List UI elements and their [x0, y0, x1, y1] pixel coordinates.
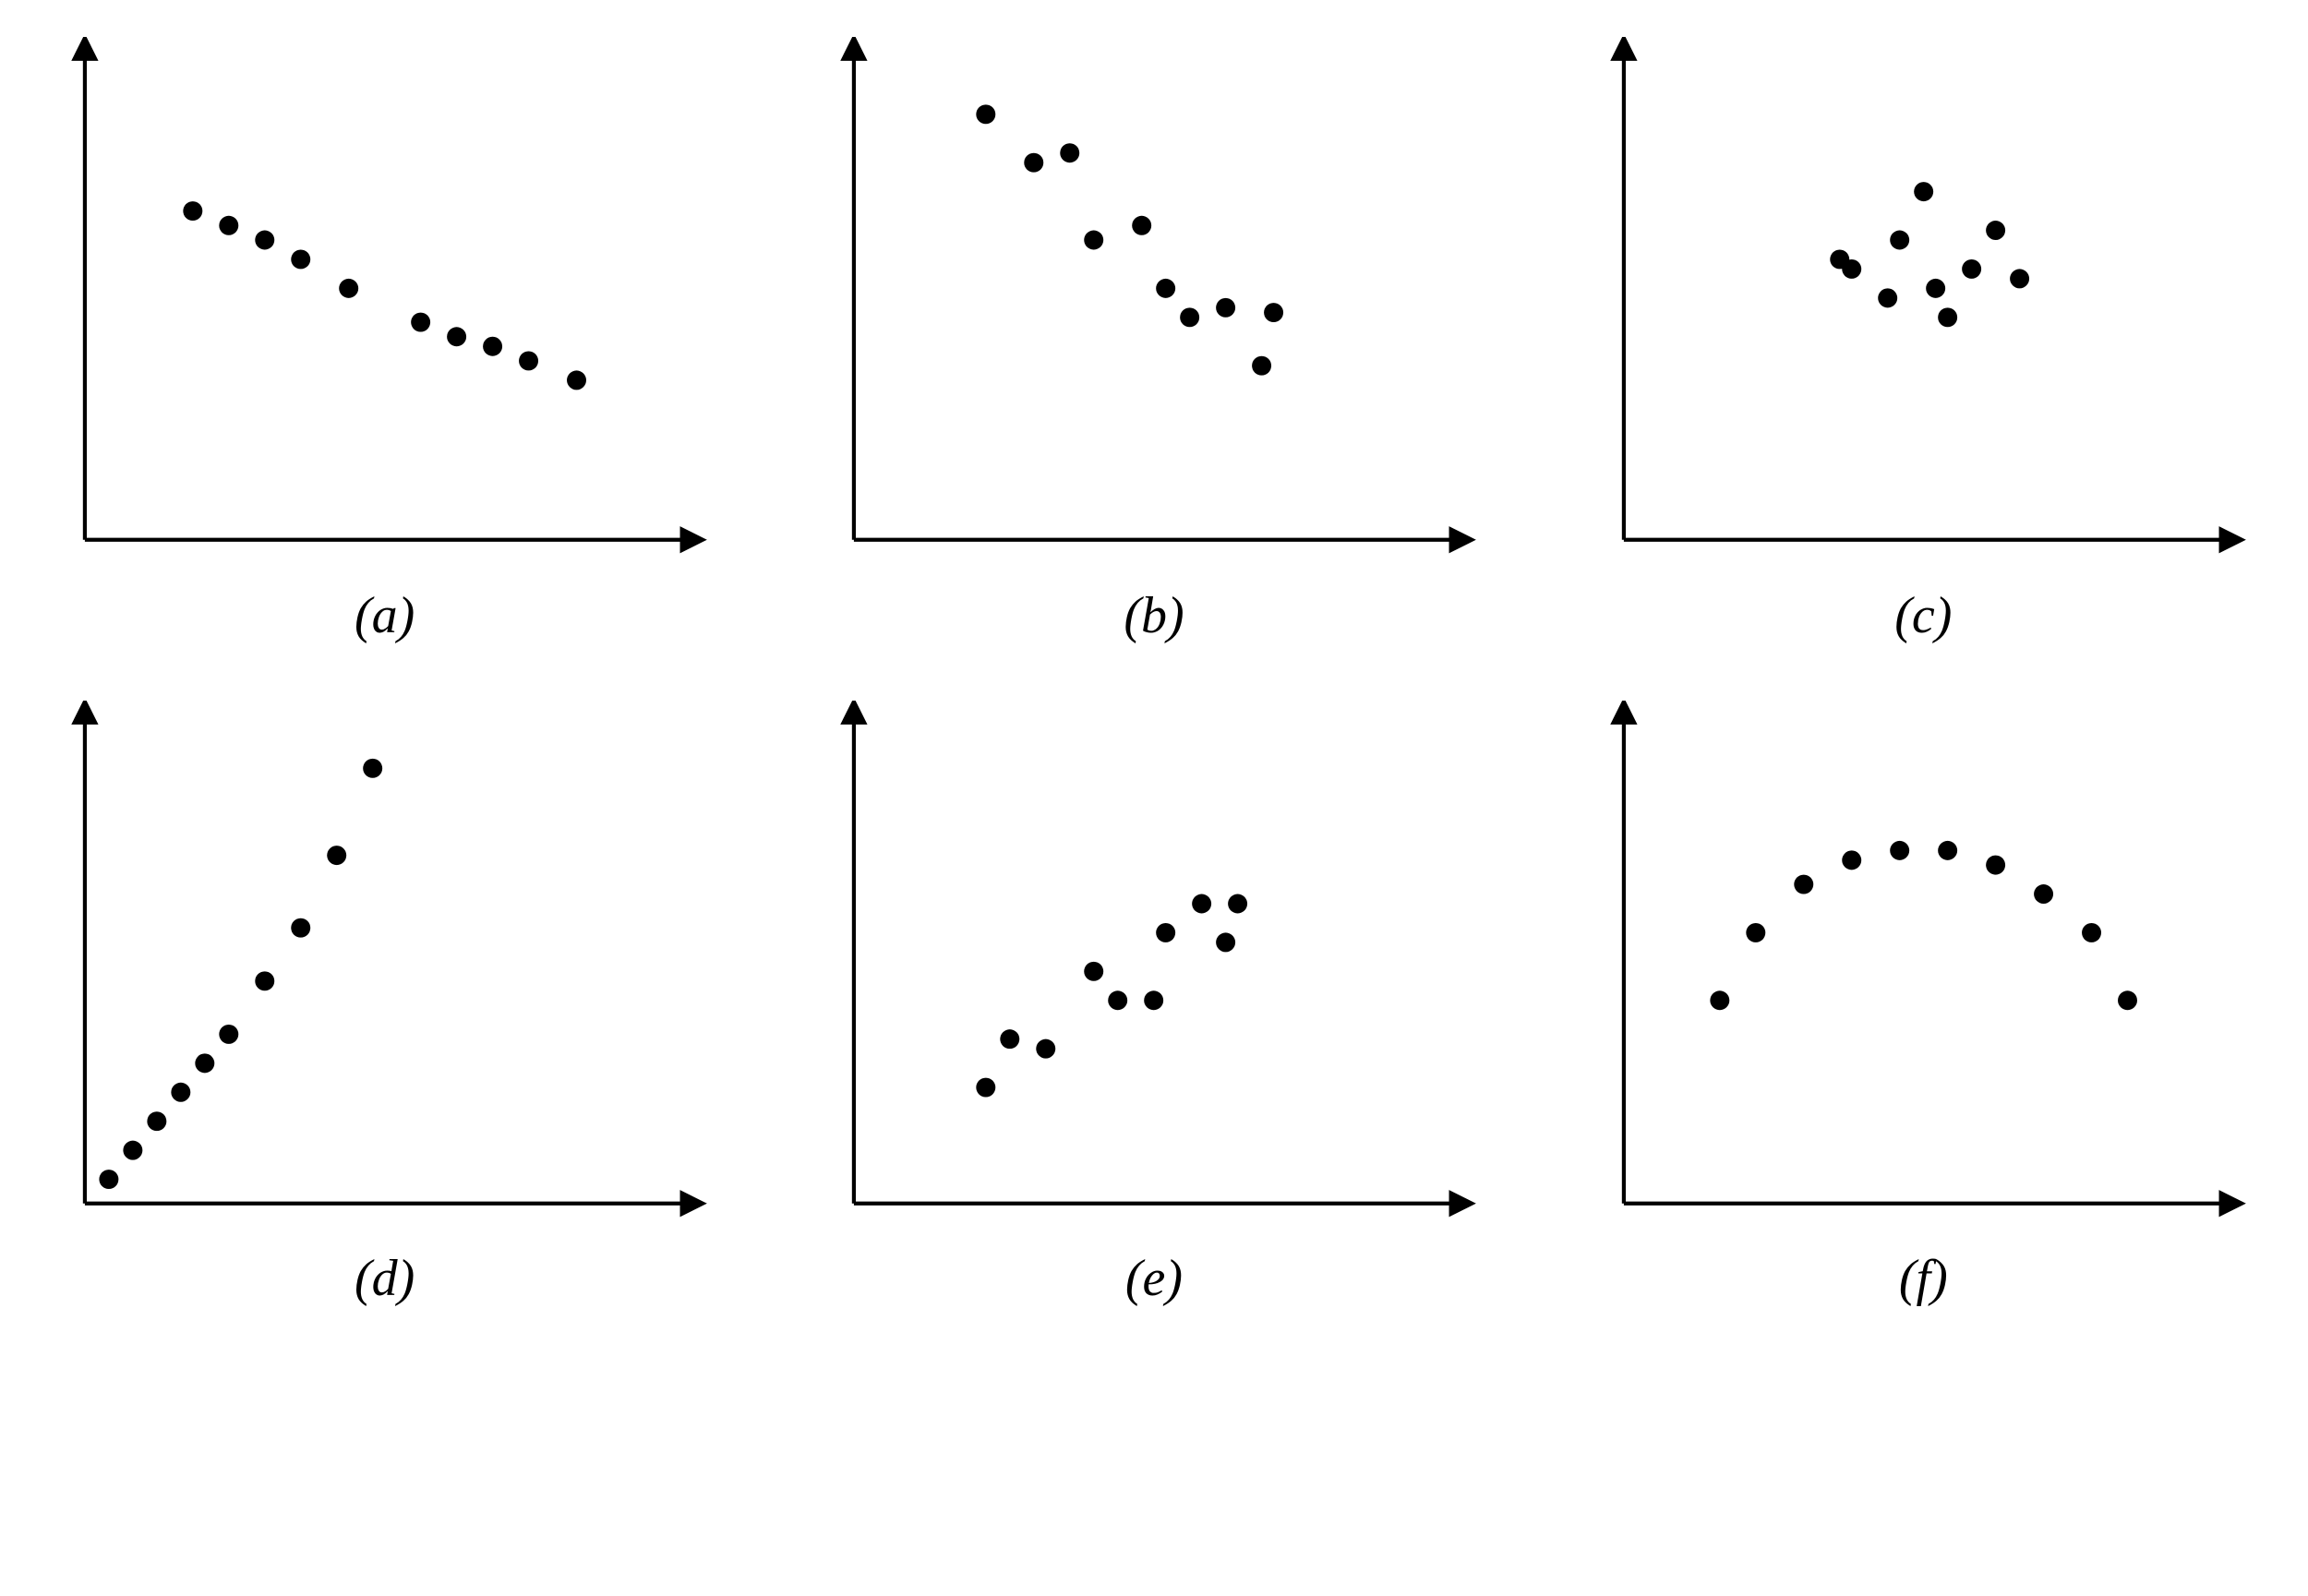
data-point [519, 351, 538, 370]
data-point [1109, 990, 1128, 1010]
data-point [171, 1082, 190, 1101]
panel-c: r = +0.08 (c) [1585, 37, 2262, 645]
data-point [1157, 923, 1176, 942]
data-point [1842, 850, 1861, 870]
data-point [1001, 1029, 1020, 1049]
scatter-grid: r = −1 (a) r = −0.94 (b) r = +0.08 (c) r = +1 (… [46, 37, 2262, 1308]
data-point [2118, 990, 2137, 1010]
data-point [1216, 298, 1235, 318]
plot-wrap: r = +0.08 [1585, 37, 2262, 579]
plot-wrap: r = 0.00 [1585, 701, 2262, 1242]
data-point [1710, 990, 1729, 1010]
data-point [1938, 307, 1957, 327]
data-point [291, 249, 310, 269]
data-point [1180, 307, 1199, 327]
data-point [183, 201, 202, 221]
data-point [2010, 269, 2029, 288]
data-point [1926, 279, 1945, 298]
panel-e: r = +0.86 (e) [815, 701, 1492, 1309]
data-point [1133, 216, 1152, 235]
data-point [1962, 259, 1981, 279]
data-point [2082, 923, 2101, 942]
panel-sublabel: (b) [1124, 586, 1184, 645]
data-point [567, 370, 586, 390]
panel-sublabel: (a) [355, 586, 415, 645]
panel-sublabel: (d) [355, 1249, 415, 1308]
data-point [1228, 894, 1247, 913]
data-point [447, 327, 466, 346]
scatter-plot-b: r = −0.94 [815, 37, 1492, 579]
data-point [1157, 279, 1176, 298]
data-point [1842, 259, 1861, 279]
data-point [1252, 356, 1271, 376]
scatter-plot-c: r = +0.08 [1585, 37, 2262, 579]
panel-sublabel: (c) [1894, 586, 1952, 645]
scatter-plot-e: r = +0.86 [815, 701, 1492, 1242]
data-point [1938, 841, 1957, 860]
data-point [1986, 855, 2005, 874]
data-point [1986, 221, 2005, 240]
data-point [1890, 231, 1909, 250]
data-point [1061, 143, 1080, 162]
data-point [147, 1111, 166, 1131]
data-point [291, 918, 310, 937]
data-point [195, 1053, 214, 1073]
data-point [1264, 303, 1283, 322]
data-point [219, 216, 238, 235]
data-point [339, 279, 358, 298]
data-point [1794, 874, 1813, 894]
data-point [1878, 288, 1897, 307]
plot-wrap: r = +1 [46, 701, 723, 1242]
data-point [1085, 231, 1104, 250]
panel-a: r = −1 (a) [46, 37, 723, 645]
panel-sublabel: (e) [1125, 1249, 1183, 1308]
data-point [1216, 932, 1235, 952]
data-point [1025, 153, 1044, 173]
scatter-plot-f: r = 0.00 [1585, 701, 2262, 1242]
data-point [255, 971, 274, 990]
panel-d: r = +1 (d) [46, 701, 723, 1309]
data-point [1914, 182, 1933, 201]
data-point [1085, 962, 1104, 981]
data-point [327, 846, 346, 865]
data-point [1145, 990, 1164, 1010]
panel-f: r = 0.00 (f) [1585, 701, 2262, 1309]
data-point [977, 104, 996, 124]
data-point [1890, 841, 1909, 860]
data-point [255, 231, 274, 250]
panel-sublabel: (f) [1899, 1249, 1948, 1308]
data-point [1192, 894, 1211, 913]
data-point [411, 313, 430, 332]
data-point [363, 759, 382, 778]
data-point [1746, 923, 1765, 942]
data-point [977, 1077, 996, 1097]
data-point [99, 1170, 118, 1189]
data-point [123, 1140, 142, 1159]
data-point [1037, 1038, 1056, 1058]
plot-wrap: r = +0.86 [815, 701, 1492, 1242]
data-point [219, 1025, 238, 1044]
plot-wrap: r = −0.94 [815, 37, 1492, 579]
data-point [2034, 884, 2053, 904]
plot-wrap: r = −1 [46, 37, 723, 579]
scatter-plot-d: r = +1 [46, 701, 723, 1242]
scatter-plot-a: r = −1 [46, 37, 723, 579]
panel-b: r = −0.94 (b) [815, 37, 1492, 645]
data-point [483, 337, 502, 356]
